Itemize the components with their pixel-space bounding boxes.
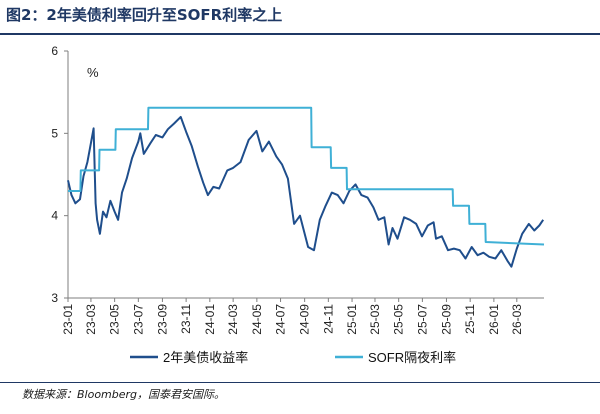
- x-tick-label: 23-01: [61, 304, 75, 335]
- x-tick-label: 25-11: [463, 304, 477, 334]
- y-tick-label: 4: [51, 209, 58, 223]
- x-tick-label: 23-11: [179, 304, 193, 334]
- x-tick-label: 24-03: [226, 304, 240, 335]
- series-line-2: [68, 106, 545, 246]
- x-tick-label: 25-09: [439, 304, 453, 335]
- x-tick-label: 25-01: [345, 304, 359, 335]
- legend-label-1: 2年美债收益率: [163, 350, 248, 365]
- series-line-1: [67, 115, 545, 268]
- x-tick-label: 24-07: [274, 304, 288, 335]
- legend-label-2: SOFR隔夜利率: [368, 350, 456, 365]
- y-axis-unit-label: %: [87, 65, 99, 80]
- y-tick-label: 3: [51, 291, 58, 305]
- data-source-note: 数据来源：Bloomberg，国泰君安国际。: [22, 388, 226, 401]
- source-divider: [0, 382, 600, 383]
- line-chart: 3 4 5 6% 23-01 23-03 23-05 23-07 23-09 23-11 24-01…: [51, 44, 545, 365]
- x-tick-label: 23-09: [155, 304, 169, 335]
- x-tick-label: 26-03: [510, 304, 524, 335]
- y-tick-label: 5: [51, 126, 58, 140]
- x-tick-label: 23-03: [84, 304, 98, 335]
- x-tick-label: 24-11: [321, 304, 335, 334]
- x-tick-label: 24-05: [250, 304, 264, 335]
- x-tick-label: 24-09: [298, 304, 312, 335]
- x-tick-label: 23-05: [108, 304, 122, 335]
- title-divider: [0, 33, 600, 35]
- figure-title: 图2：2年美债利率回升至SOFR利率之上: [6, 6, 283, 24]
- x-tick-label: 23-07: [131, 304, 145, 335]
- x-tick-label: 26-01: [487, 304, 501, 335]
- y-tick-label: 6: [51, 44, 58, 58]
- x-tick-label: 25-05: [392, 304, 406, 335]
- x-tick-label: 25-03: [368, 304, 382, 335]
- x-tick-label: 25-07: [415, 304, 429, 335]
- x-tick-label: 24-01: [203, 304, 217, 335]
